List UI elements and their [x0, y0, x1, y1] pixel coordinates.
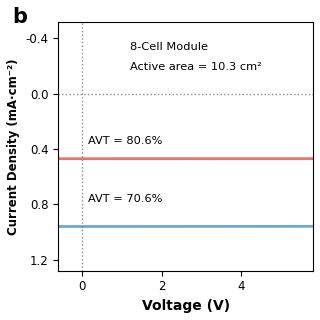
Text: AVT = 80.6%: AVT = 80.6% [88, 136, 163, 146]
Text: b: b [12, 7, 27, 27]
Text: 8-Cell Module: 8-Cell Module [130, 42, 208, 52]
Text: AVT = 70.6%: AVT = 70.6% [88, 194, 163, 204]
X-axis label: Voltage (V): Voltage (V) [141, 299, 230, 313]
Text: Active area = 10.3 cm²: Active area = 10.3 cm² [130, 62, 262, 72]
Y-axis label: Current Density (mA·cm⁻²): Current Density (mA·cm⁻²) [7, 58, 20, 235]
